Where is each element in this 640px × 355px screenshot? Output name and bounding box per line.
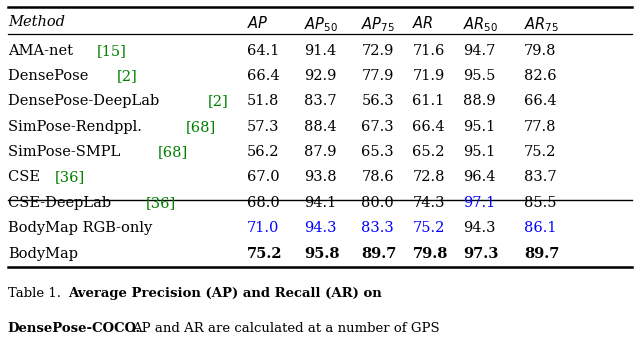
Text: $AP$: $AP$ [246, 16, 268, 32]
Text: 95.8: 95.8 [304, 246, 340, 261]
Text: 65.3: 65.3 [362, 145, 394, 159]
Text: DensePose-COCO.: DensePose-COCO. [8, 322, 141, 335]
Text: 83.7: 83.7 [524, 170, 557, 185]
Text: 78.6: 78.6 [362, 170, 394, 185]
Text: SimPose-SMPL: SimPose-SMPL [8, 145, 125, 159]
Text: 61.1: 61.1 [412, 94, 445, 108]
Text: 71.9: 71.9 [412, 69, 445, 83]
Text: 79.8: 79.8 [412, 246, 448, 261]
Text: 68.0: 68.0 [246, 196, 280, 210]
Text: 75.2: 75.2 [524, 145, 556, 159]
Text: 75.2: 75.2 [412, 221, 445, 235]
Text: 71.6: 71.6 [412, 44, 445, 58]
Text: 83.7: 83.7 [304, 94, 337, 108]
Text: 64.1: 64.1 [246, 44, 279, 58]
Text: 79.8: 79.8 [524, 44, 556, 58]
Text: 94.1: 94.1 [304, 196, 336, 210]
Text: [2]: [2] [117, 69, 138, 83]
Text: 89.7: 89.7 [362, 246, 397, 261]
Text: BodyMap: BodyMap [8, 246, 78, 261]
Text: $AR_{50}$: $AR_{50}$ [463, 16, 499, 34]
Text: 75.2: 75.2 [246, 246, 282, 261]
Text: [2]: [2] [208, 94, 228, 108]
Text: 94.3: 94.3 [463, 221, 496, 235]
Text: 96.4: 96.4 [463, 170, 496, 185]
Text: 92.9: 92.9 [304, 69, 337, 83]
Text: 74.3: 74.3 [412, 196, 445, 210]
Text: 89.7: 89.7 [524, 246, 559, 261]
Text: AP and AR are calculated at a number of GPS: AP and AR are calculated at a number of … [132, 322, 440, 335]
Text: 72.8: 72.8 [412, 170, 445, 185]
Text: BodyMap RGB-only: BodyMap RGB-only [8, 221, 152, 235]
Text: 87.9: 87.9 [304, 145, 337, 159]
Text: Average Precision (AP) and Recall (AR) on: Average Precision (AP) and Recall (AR) o… [68, 287, 382, 300]
Text: 56.2: 56.2 [246, 145, 279, 159]
Text: 95.5: 95.5 [463, 69, 496, 83]
Text: 67.3: 67.3 [362, 120, 394, 134]
Text: 66.4: 66.4 [412, 120, 445, 134]
Text: AMA-net: AMA-net [8, 44, 77, 58]
Text: 66.4: 66.4 [524, 94, 557, 108]
Text: 93.8: 93.8 [304, 170, 337, 185]
Text: 94.3: 94.3 [304, 221, 337, 235]
Text: $AP_{75}$: $AP_{75}$ [362, 16, 395, 34]
Text: 97.3: 97.3 [463, 246, 499, 261]
Text: 65.2: 65.2 [412, 145, 445, 159]
Text: 88.4: 88.4 [304, 120, 337, 134]
Text: CSE-DeepLab: CSE-DeepLab [8, 196, 115, 210]
Text: [36]: [36] [55, 170, 85, 185]
Text: $AR_{75}$: $AR_{75}$ [524, 16, 559, 34]
Text: 95.1: 95.1 [463, 120, 495, 134]
Text: 80.0: 80.0 [362, 196, 394, 210]
Text: 66.4: 66.4 [246, 69, 279, 83]
Text: 82.6: 82.6 [524, 69, 557, 83]
Text: 85.5: 85.5 [524, 196, 556, 210]
Text: Method: Method [8, 16, 65, 29]
Text: [15]: [15] [97, 44, 127, 58]
Text: DensePose-DeepLab: DensePose-DeepLab [8, 94, 164, 108]
Text: 56.3: 56.3 [362, 94, 394, 108]
Text: 51.8: 51.8 [246, 94, 279, 108]
Text: $AR$: $AR$ [412, 16, 434, 32]
Text: CSE: CSE [8, 170, 44, 185]
Text: 95.1: 95.1 [463, 145, 495, 159]
Text: [68]: [68] [186, 120, 216, 134]
Text: 72.9: 72.9 [362, 44, 394, 58]
Text: 83.3: 83.3 [362, 221, 394, 235]
Text: 97.1: 97.1 [463, 196, 495, 210]
Text: SimPose-Rendppl.: SimPose-Rendppl. [8, 120, 147, 134]
Text: DensePose: DensePose [8, 69, 93, 83]
Text: 71.0: 71.0 [246, 221, 279, 235]
Text: 57.3: 57.3 [246, 120, 279, 134]
Text: 94.7: 94.7 [463, 44, 496, 58]
Text: 77.9: 77.9 [362, 69, 394, 83]
Text: 91.4: 91.4 [304, 44, 336, 58]
Text: 77.8: 77.8 [524, 120, 556, 134]
Text: $AP_{50}$: $AP_{50}$ [304, 16, 338, 34]
Text: 67.0: 67.0 [246, 170, 279, 185]
Text: Table 1.: Table 1. [8, 287, 61, 300]
Text: 86.1: 86.1 [524, 221, 556, 235]
Text: [68]: [68] [158, 145, 188, 159]
Text: 88.9: 88.9 [463, 94, 496, 108]
Text: [36]: [36] [146, 196, 177, 210]
